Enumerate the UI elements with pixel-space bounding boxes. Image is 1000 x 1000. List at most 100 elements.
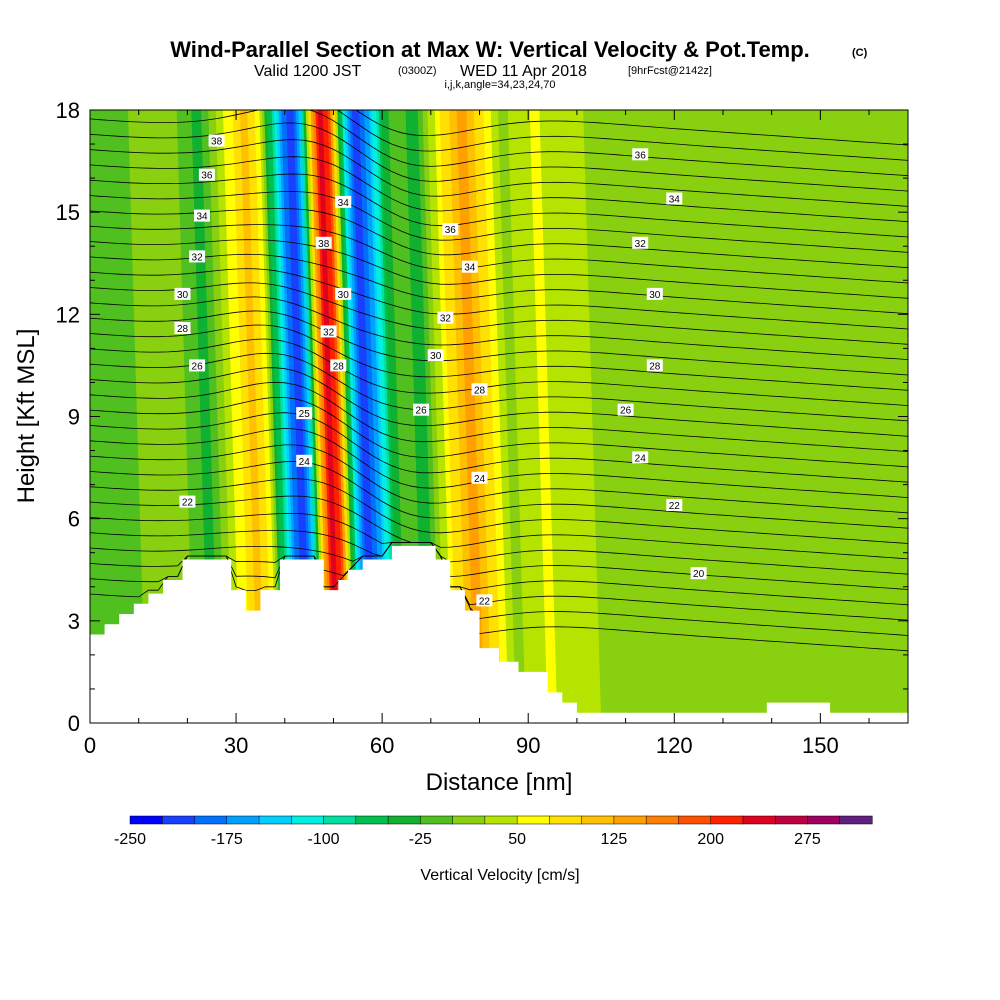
colorbar-swatch — [807, 815, 841, 825]
subtitle-utc: (0300Z) — [398, 65, 437, 77]
velocity-cell — [765, 110, 787, 723]
velocity-cell — [753, 110, 775, 723]
isentrope-line — [90, 268, 908, 330]
velocity-cell — [653, 110, 675, 723]
colorbar-tick-label: 50 — [508, 831, 526, 848]
isentrope-label-box — [189, 359, 206, 372]
velocity-cell — [532, 110, 554, 723]
velocity-cell — [239, 110, 262, 723]
y-tick-label: 9 — [68, 405, 80, 430]
velocity-cell — [439, 110, 461, 723]
y-tick-label: 12 — [56, 302, 80, 327]
colorbar-swatch — [613, 815, 647, 825]
isentrope-label-text: 28 — [649, 361, 661, 372]
isentrope-label-box — [179, 495, 196, 508]
colorbar-swatch — [323, 815, 357, 825]
isentrope-label-box — [335, 287, 352, 300]
isentrope-label-box — [690, 567, 707, 580]
velocity-cell — [259, 110, 281, 723]
colorbar-tick-label: -250 — [114, 831, 146, 848]
isentrope-label-text: 38 — [211, 137, 223, 148]
colorbar-swatch — [742, 815, 776, 825]
velocity-cell — [795, 110, 817, 723]
velocity-cell — [585, 110, 607, 723]
isentrope-line — [90, 512, 908, 575]
velocity-cell — [142, 110, 164, 723]
isentrope-label: 38 — [315, 236, 332, 250]
isentrope-line — [90, 461, 908, 529]
isentrope-label: 32 — [632, 236, 649, 250]
isentrope-line — [90, 156, 908, 223]
velocity-cell — [446, 110, 468, 723]
isentrope-line — [90, 412, 908, 483]
velocity-cell — [512, 110, 534, 723]
velocity-cell — [719, 110, 741, 723]
isentrope-label: 34 — [335, 195, 352, 209]
velocity-cell — [739, 110, 761, 723]
velocity-cell — [113, 110, 135, 723]
velocity-cell — [872, 110, 894, 723]
isentrope-label-box — [471, 471, 488, 484]
velocity-cell — [500, 110, 522, 723]
velocity-cell — [551, 110, 573, 723]
velocity-cell — [546, 110, 568, 723]
velocity-cell — [646, 110, 668, 723]
isentrope-line — [90, 208, 908, 269]
velocity-cell — [101, 110, 123, 723]
isentrope-lines — [90, 110, 908, 652]
velocity-cell — [434, 110, 456, 723]
velocity-cell — [123, 110, 145, 723]
isentrope-label-box — [194, 209, 210, 222]
velocity-cell — [697, 110, 719, 723]
velocity-cell — [600, 110, 622, 723]
velocity-cell — [639, 110, 661, 723]
isentrope-line — [90, 191, 908, 253]
colorbar-tick-label: -25 — [409, 831, 432, 848]
velocity-cell — [225, 110, 247, 723]
velocity-cell — [115, 110, 137, 723]
velocity-cell — [641, 110, 663, 723]
isentrope-label: 36 — [198, 168, 215, 182]
velocity-cell — [858, 110, 880, 723]
velocity-cell — [712, 110, 734, 723]
isentrope-label-text: 34 — [338, 198, 350, 209]
velocity-cell — [218, 110, 240, 723]
velocity-cell — [257, 110, 279, 723]
velocity-cell — [481, 110, 503, 723]
velocity-cell — [140, 110, 162, 723]
velocity-cell — [476, 110, 498, 723]
colorbar-swatch — [484, 815, 518, 825]
velocity-cell — [230, 110, 252, 723]
isentrope-line — [90, 310, 908, 376]
velocity-cell — [544, 110, 566, 723]
isentrope-line — [90, 324, 908, 391]
isentrope-line — [90, 352, 908, 422]
colorbar-tick-label: 275 — [794, 831, 821, 848]
copyright-mark: (C) — [852, 47, 868, 59]
isentrope-label-box — [646, 359, 663, 372]
isentrope-label: 26 — [617, 403, 634, 417]
velocity-cell — [91, 110, 113, 723]
isentrope-label: 28 — [330, 359, 347, 372]
velocity-cell — [588, 110, 610, 723]
isentrope-label: 26 — [189, 359, 206, 372]
velocity-cell — [222, 110, 244, 723]
velocity-cell — [330, 110, 352, 723]
velocity-cell — [790, 110, 812, 723]
isentrope-label-text: 36 — [635, 150, 647, 161]
velocity-cell — [449, 110, 471, 723]
velocity-cell — [444, 110, 466, 723]
velocity-cell — [780, 110, 802, 723]
isentrope-label-box — [437, 311, 454, 324]
velocity-cell — [814, 110, 836, 723]
y-tick-label: 3 — [68, 609, 80, 634]
velocity-cell — [595, 110, 617, 723]
velocity-cell — [215, 110, 237, 723]
velocity-cell — [704, 110, 727, 723]
velocity-cell — [554, 110, 576, 723]
velocity-cell — [561, 110, 583, 723]
isentrope-label-box — [208, 134, 225, 147]
velocity-cell — [692, 110, 714, 723]
colorbar-tick-label: 200 — [697, 831, 724, 848]
x-tick-label: 90 — [516, 733, 540, 758]
